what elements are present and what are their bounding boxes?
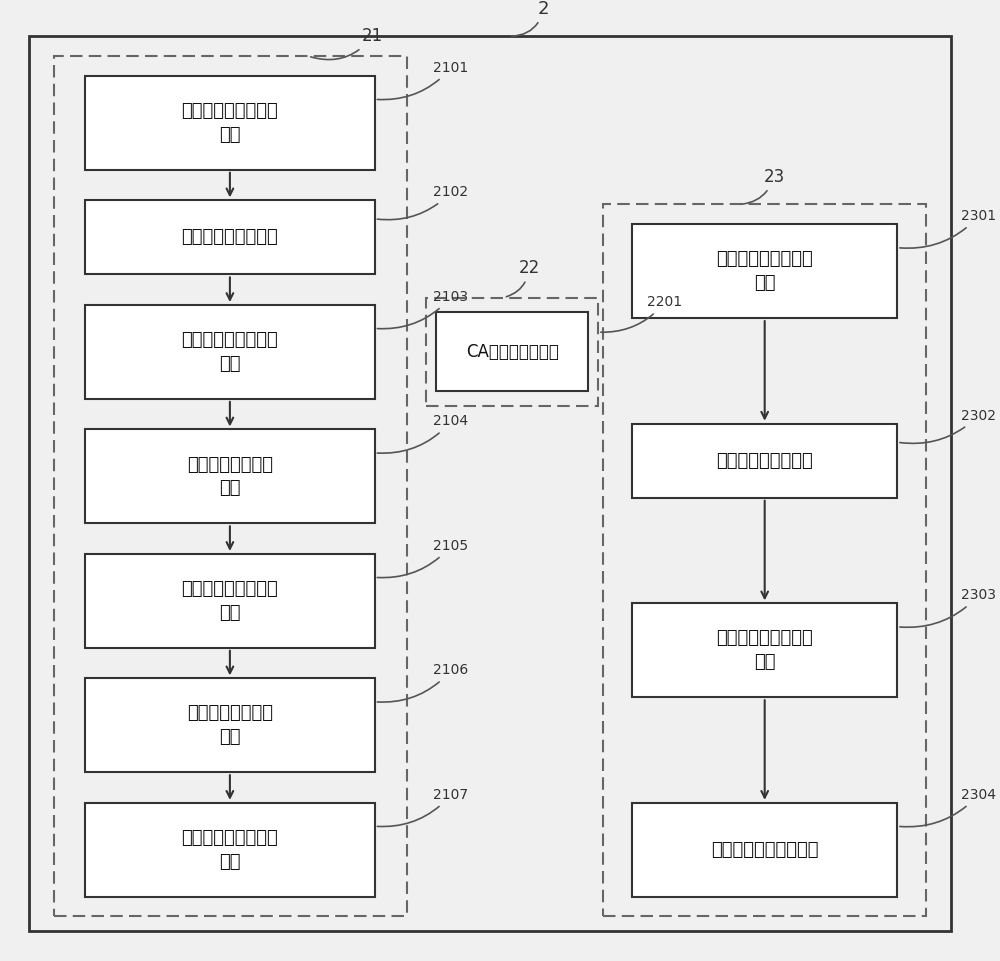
Text: 21: 21 [311,27,383,60]
Text: 23: 23 [742,168,785,204]
FancyBboxPatch shape [29,37,951,931]
FancyBboxPatch shape [85,200,375,275]
FancyBboxPatch shape [632,224,897,318]
Text: 22: 22 [506,259,540,297]
Text: 第二客户端消息发送
单元: 第二客户端消息发送 单元 [182,332,278,373]
FancyBboxPatch shape [632,424,897,498]
Text: 2103: 2103 [377,290,468,329]
Text: 2304: 2304 [900,788,996,826]
FancyBboxPatch shape [85,305,375,399]
Text: 2104: 2104 [377,414,468,454]
FancyBboxPatch shape [85,430,375,524]
FancyBboxPatch shape [632,802,897,897]
Text: 2: 2 [511,0,550,37]
Text: 2302: 2302 [900,408,996,443]
Text: 2301: 2301 [900,209,996,248]
FancyBboxPatch shape [632,604,897,698]
Text: 客户端主密鑰设置
单元: 客户端主密鑰设置 单元 [187,704,273,746]
Text: 2102: 2102 [377,185,468,220]
Text: 第一客户端消息发送
单元: 第一客户端消息发送 单元 [182,102,278,143]
Text: 服务器密文生成单元: 服务器密文生成单元 [716,452,813,470]
FancyBboxPatch shape [436,312,588,391]
Text: 服务器主密鑰设置单元: 服务器主密鑰设置单元 [711,841,818,859]
Text: 客户端密文获取单元: 客户端密文获取单元 [182,229,278,246]
Text: 2101: 2101 [377,61,469,100]
Text: 2303: 2303 [900,588,996,628]
FancyBboxPatch shape [85,802,375,897]
Text: 2105: 2105 [377,539,468,578]
Text: 第四客户端消息发送
单元: 第四客户端消息发送 单元 [182,829,278,871]
Text: CA加密和发送单元: CA加密和发送单元 [466,343,559,361]
FancyBboxPatch shape [85,76,375,170]
Text: 第一服务器消息发送
单元: 第一服务器消息发送 单元 [716,251,813,292]
Text: 第三客户端消息发送
单元: 第三客户端消息发送 单元 [182,580,278,622]
Text: 2106: 2106 [377,663,469,702]
FancyBboxPatch shape [603,205,926,917]
Text: 2107: 2107 [377,788,468,826]
Text: 第二服务器消息发送
单元: 第二服务器消息发送 单元 [716,629,813,671]
FancyBboxPatch shape [54,56,407,917]
Text: 2201: 2201 [601,295,682,333]
Text: 客户端解密与验证
单元: 客户端解密与验证 单元 [187,456,273,497]
FancyBboxPatch shape [85,554,375,648]
FancyBboxPatch shape [426,298,598,407]
FancyBboxPatch shape [85,678,375,773]
